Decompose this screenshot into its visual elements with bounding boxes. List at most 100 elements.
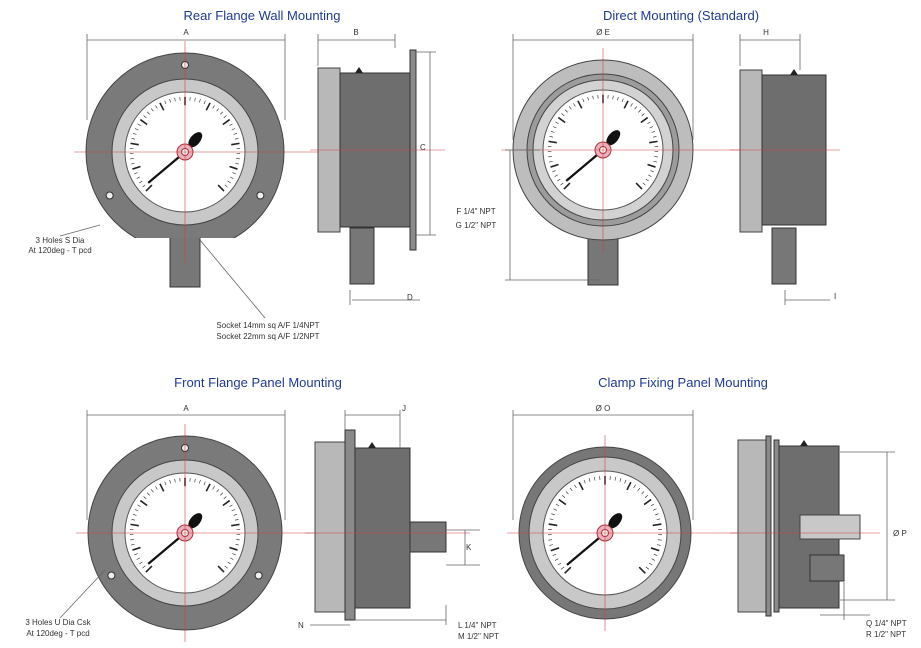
dial-tick <box>224 565 228 569</box>
dial-tick <box>229 123 233 126</box>
dial-tick <box>145 565 153 573</box>
dial-tick <box>645 178 649 182</box>
dial-tick <box>643 498 652 506</box>
dial-tick <box>642 182 646 186</box>
dial-tick <box>587 96 589 101</box>
dim-label: Ø P <box>893 529 907 538</box>
mount-hole <box>107 571 116 580</box>
dim-label: D <box>407 293 413 302</box>
dial-tick <box>232 172 236 175</box>
dial-tick <box>139 499 148 507</box>
dial-tick <box>227 561 231 565</box>
dim-label: N <box>298 621 304 630</box>
dial-tick <box>212 486 215 490</box>
dial-tick <box>199 479 201 484</box>
dimension-lines <box>59 410 286 619</box>
dial-tick <box>592 95 594 100</box>
dial-tick <box>146 111 150 115</box>
dial-tick <box>227 180 231 184</box>
dial-tick <box>583 479 586 484</box>
dial-tick <box>635 182 643 190</box>
dial-tick <box>143 115 147 119</box>
dial-tick <box>624 479 627 484</box>
leader-lines <box>59 224 266 319</box>
dial-tick <box>222 118 231 126</box>
dial-tick <box>638 566 646 574</box>
panel-title: Front Flange Panel Mounting <box>174 375 342 390</box>
dim-label: B <box>353 28 358 37</box>
dial-tick <box>645 566 650 570</box>
dial-tick <box>578 481 584 491</box>
bezel <box>737 439 767 613</box>
socket <box>409 521 447 553</box>
dial-tick <box>134 172 138 175</box>
dial-tick <box>224 184 228 188</box>
dim-label: A <box>183 28 189 37</box>
dial-tick <box>132 546 141 551</box>
dimension-lines <box>505 34 830 305</box>
note: At 120deg - T pcd <box>26 629 89 638</box>
dimension-lines <box>317 34 436 305</box>
dial-tick <box>217 565 225 573</box>
dim-label: Ø O <box>596 404 611 413</box>
dim-label: I <box>834 292 836 301</box>
dial-tick <box>549 160 553 163</box>
dial-tick <box>617 96 619 101</box>
panel <box>765 435 772 617</box>
dial-tick <box>558 498 567 506</box>
dial-tick <box>548 523 558 527</box>
note: 3 Holes U Dia Csk <box>25 618 91 627</box>
dial-tick <box>588 478 591 482</box>
dial-tick <box>552 553 557 556</box>
dial-tick <box>233 514 238 516</box>
dial-tick <box>222 499 231 507</box>
dial-tick <box>582 98 585 103</box>
dial-tick <box>651 558 656 561</box>
dial-tick <box>649 140 658 144</box>
dial-tick <box>155 486 158 490</box>
dial-tick <box>626 481 632 491</box>
dial-tick <box>564 109 568 113</box>
dial-tick <box>159 483 165 492</box>
dial-tick <box>641 113 645 117</box>
pointer-tail <box>188 132 203 148</box>
bezel <box>314 441 346 613</box>
dial-tick <box>640 116 649 124</box>
dial-tick <box>216 489 220 493</box>
dial-tick <box>150 489 154 493</box>
dial-tick <box>648 562 653 566</box>
dim-label: K <box>466 543 472 552</box>
dial-tick <box>212 105 215 109</box>
note: Socket 14mm sq A/F 1/4NPT <box>216 321 319 330</box>
case <box>354 447 411 609</box>
dial-tick <box>641 491 645 495</box>
dial-tick <box>131 543 135 546</box>
dial-tick <box>653 553 658 556</box>
dial-tick <box>655 513 659 516</box>
mount-hole <box>256 191 265 200</box>
vent <box>368 442 376 448</box>
dial-tick <box>637 487 641 492</box>
dial-tick <box>229 165 238 170</box>
dial-tick <box>232 553 236 556</box>
dial-tick <box>233 133 238 135</box>
socket <box>771 227 797 285</box>
dial-tick <box>174 97 176 102</box>
dial-tick <box>651 131 656 133</box>
dial-tick <box>630 103 633 107</box>
clamp <box>799 514 861 540</box>
vent <box>800 440 808 446</box>
dial-tick <box>650 503 655 507</box>
pointer-tail <box>606 130 621 146</box>
dial-tick <box>621 98 624 103</box>
dial-tick <box>560 182 564 186</box>
dial-tick <box>623 100 629 109</box>
dial-tick <box>136 557 140 560</box>
dial-tick <box>561 113 565 117</box>
dial-tick <box>131 137 136 140</box>
side-view-direct <box>505 34 840 305</box>
dial-tick <box>647 163 656 168</box>
dial-tick <box>142 565 146 569</box>
dim-label: J <box>402 404 406 413</box>
mount-hole <box>254 571 263 580</box>
